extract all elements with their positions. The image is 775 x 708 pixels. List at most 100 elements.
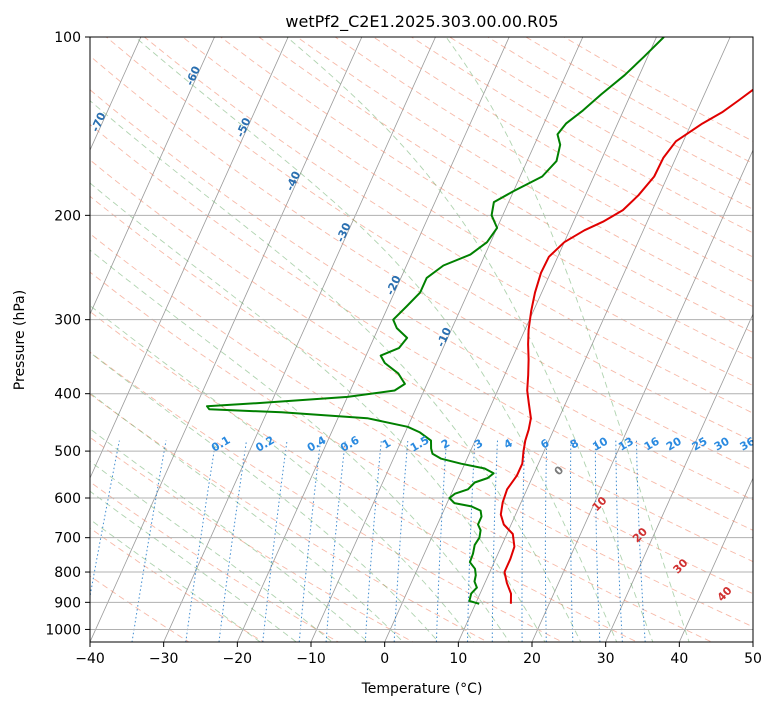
dry-adiabat-line (90, 159, 753, 563)
y-tick-label: 300 (54, 313, 81, 329)
mixing-ratio-line (185, 440, 217, 642)
x-tick-label: −20 (223, 651, 253, 667)
moist-adiabat-label: 0 (552, 463, 567, 478)
dry-adiabat-line (90, 527, 265, 642)
mixing-ratio-line (435, 440, 447, 642)
moist-adiabat-line (90, 428, 369, 642)
sounding-profiles (206, 37, 753, 605)
isotherm-line (678, 477, 753, 642)
moist-adiabat-line (90, 351, 440, 642)
dry-adiabat-line (106, 37, 753, 442)
mixing-ratio-line (218, 440, 247, 642)
isotherm-line (310, 37, 584, 642)
chart-title: wetPf2_C2E1.2025.303.00.00.R05 (285, 12, 558, 32)
x-tick-label: 30 (597, 651, 615, 667)
moist-adiabat-line (90, 490, 298, 642)
reference-labels: -100-90-80-70-60-50-40-30-20-100.10.20.4… (15, 64, 758, 604)
mixing-ratio-line (393, 440, 409, 642)
isotherm-line (90, 37, 215, 316)
mixing-ratio-line (594, 440, 601, 642)
x-axis-ticks: −40 −30 −20 −10 0 10 20 30 40 50 (75, 642, 762, 667)
x-tick-label: 0 (380, 651, 389, 667)
x-tick-label: 40 (670, 651, 688, 667)
y-tick-label: 500 (54, 444, 81, 460)
moist-adiabat-line (90, 460, 333, 642)
y-tick-label: 900 (54, 595, 81, 611)
x-tick-label: −40 (75, 651, 105, 667)
mixing-ratio-line (491, 440, 498, 642)
sounding-profile-line (206, 37, 665, 605)
isotherm-label: -80 (15, 110, 35, 134)
mixing-ratio-line (544, 440, 548, 642)
mixing-ratio-line (636, 440, 646, 642)
dry-adiabat-line (487, 37, 753, 187)
mixing-ratio-line (298, 440, 322, 642)
moist-adiabat-line (90, 305, 475, 642)
mixing-ratio-line (90, 440, 120, 599)
mixing-ratio-line (262, 440, 288, 642)
moist-adiabat-line (90, 182, 546, 642)
mixing-ratio-line (521, 440, 526, 642)
y-tick-label: 700 (54, 531, 81, 547)
pressure-gridlines (90, 37, 753, 630)
dry-adiabat-line (220, 37, 753, 360)
x-tick-label: 20 (523, 651, 541, 667)
dry-adiabat-line (144, 37, 753, 414)
mixing-ratio-line (570, 440, 574, 642)
moist-adiabat-label: 30 (671, 556, 691, 576)
dry-adiabat-line (449, 37, 753, 210)
dry-adiabat-line (525, 37, 753, 164)
x-tick-label: −30 (149, 651, 179, 667)
y-tick-label: 1000 (45, 622, 81, 638)
y-tick-label: 100 (54, 30, 81, 46)
mixing-ratio-line (615, 440, 623, 642)
isotherm-line (163, 37, 436, 642)
isotherm-line (90, 37, 142, 152)
dry-adiabat-line (563, 37, 753, 142)
isotherm-line (90, 37, 289, 480)
moist-adiabat-line (90, 518, 261, 642)
moist-adiabat-line (90, 100, 582, 642)
isotherm-line (0, 24, 73, 654)
reference-lines (0, 24, 753, 654)
mixing-ratio-label: 2 (439, 437, 452, 452)
moist-adiabat-label: 20 (630, 525, 650, 545)
mixing-ratio-label: 36 (738, 434, 758, 453)
x-tick-label: −10 (296, 651, 326, 667)
isotherm-line (605, 313, 753, 642)
mixing-ratio-label: 1 (380, 437, 393, 452)
mixing-ratio-line (467, 440, 476, 642)
y-axis-label: Pressure (hPa) (12, 290, 28, 390)
moist-adiabat-label: 10 (590, 494, 610, 514)
y-tick-label: 800 (54, 565, 81, 581)
isotherm-label: -60 (183, 64, 203, 88)
dry-adiabat-line (90, 575, 190, 642)
plot-frame (89, 36, 754, 643)
moist-adiabat-label: 40 (715, 584, 735, 604)
y-tick-label: 400 (54, 387, 81, 403)
isotherm-line (457, 37, 731, 642)
mixing-ratio-label: 8 (568, 437, 581, 452)
dry-adiabat-line (90, 351, 564, 642)
x-axis-label: Temperature (°C) (361, 681, 483, 697)
isotherm-label: -10 (434, 325, 454, 349)
mixing-ratio-label: 4 (502, 436, 515, 451)
mixing-ratio-line (364, 440, 382, 642)
mixing-ratio-line (131, 440, 167, 642)
x-tick-label: 50 (744, 651, 762, 667)
dry-adiabat-line (90, 481, 340, 642)
dry-adiabat-line (296, 37, 753, 308)
isotherm-line (90, 37, 363, 642)
y-axis-ticks: 100 200 300 400 500 600 700 800 900 1000 (45, 30, 90, 638)
dry-adiabat-line (90, 55, 753, 471)
isotherm-line (752, 641, 753, 642)
y-tick-label: 200 (54, 208, 81, 224)
moist-adiabat-line (286, 37, 654, 642)
moist-adiabat-line (134, 37, 618, 642)
isotherm-label: -30 (334, 220, 354, 244)
moist-adiabat-line (445, 37, 690, 642)
y-tick-label: 600 (54, 491, 81, 507)
dry-adiabat-line (90, 271, 713, 642)
dry-adiabat-line (90, 123, 753, 531)
